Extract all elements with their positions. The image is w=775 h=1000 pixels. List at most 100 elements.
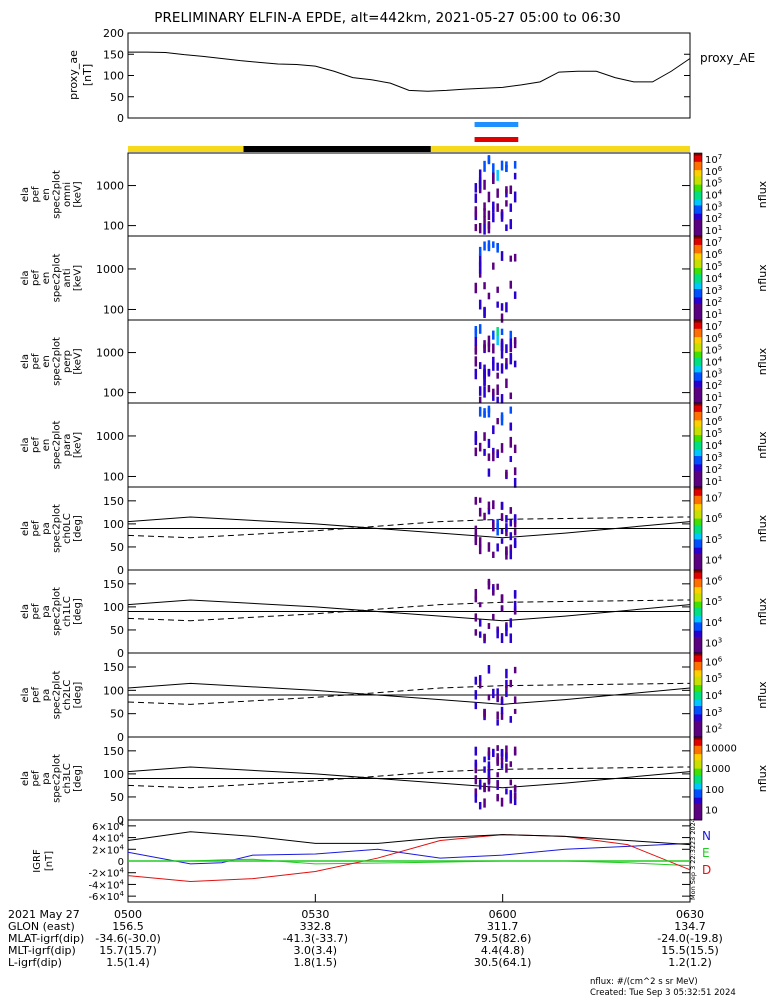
- colorbar-cell: [694, 332, 702, 336]
- spectrum-pixel: [483, 202, 486, 211]
- spectrum-pixel: [487, 368, 491, 375]
- spectrum-pixel: [513, 477, 517, 488]
- colorbar-tick-label: 106: [705, 512, 723, 525]
- colorbar-cell: [694, 400, 702, 404]
- axis-row-label: MLAT-igrf(dip): [8, 932, 84, 945]
- colorbar-cell: [694, 809, 702, 813]
- axis-row-value: 0630: [676, 908, 704, 921]
- colorbar-cell: [694, 265, 702, 268]
- colorbar-cell: [694, 155, 702, 158]
- panel-ylabel: [deg]: [73, 682, 84, 709]
- igrf-series-line: [127, 834, 691, 883]
- igrf-ytick-label: 2×104: [92, 843, 124, 856]
- pitch-pixel: [483, 708, 486, 719]
- spectrum-pixel: [483, 368, 486, 380]
- pitch-pixel: [513, 746, 517, 755]
- colorbar-cell: [694, 209, 702, 212]
- spectrum-pixel: [492, 388, 495, 397]
- pitch-pixel: [483, 512, 486, 521]
- pitch-ytick-label: 100: [103, 518, 124, 531]
- colorbar-cell: [694, 363, 702, 367]
- colorbar-cell: [694, 445, 702, 448]
- pitch-pixel: [496, 688, 499, 695]
- igrf-legend-D: D: [702, 863, 711, 877]
- spectrum-pixel: [513, 337, 517, 344]
- colorbar-cell: [694, 355, 702, 358]
- proxy-ae-right-label: proxy_AE: [700, 51, 755, 65]
- spectrum-pixel: [474, 447, 478, 457]
- colorbar-cell: [694, 236, 702, 239]
- colorbar-cell: [694, 520, 702, 523]
- colorbar-cell: [694, 336, 702, 340]
- spectrum-pixel: [474, 193, 478, 203]
- spectrum-pixel: [500, 313, 504, 323]
- loss-cone-dashed: [127, 599, 691, 622]
- colorbar-cell: [694, 301, 702, 304]
- spectrum-pixel: [492, 163, 495, 174]
- colorbar-cell: [694, 688, 702, 692]
- colorbar-cell: [694, 557, 702, 561]
- pitch-pixel: [487, 580, 491, 590]
- colorbar-cell: [694, 466, 702, 469]
- pitch-pixel: [513, 708, 517, 714]
- colorbar-cell: [694, 436, 702, 440]
- spectrum-pixel: [483, 208, 486, 218]
- colorbar-cell: [694, 430, 702, 433]
- pitch-pixel: [474, 588, 478, 599]
- colorbar-cell: [694, 646, 702, 650]
- pitch-pixel: [483, 633, 486, 642]
- colorbar-cell: [694, 476, 702, 480]
- spectrum-ytick-label: 100: [103, 303, 124, 316]
- spectrum-pixel: [505, 186, 508, 194]
- pitch-pixel: [513, 538, 517, 547]
- panel-ylabel: ela: [20, 771, 31, 786]
- colorbar: [693, 652, 703, 738]
- colorbar-cell: [694, 682, 702, 685]
- spectrum-pixel: [500, 363, 504, 374]
- pitch-pixel: [500, 757, 504, 765]
- loss-cone-solid: [127, 682, 691, 705]
- colorbar-cell: [694, 182, 702, 185]
- pitch-ytick-label: 50: [110, 791, 124, 804]
- colorbar-cell: [694, 776, 702, 779]
- pitch-pixel: [509, 618, 513, 628]
- panel-ylabel: pef: [31, 603, 42, 620]
- colorbar-cell: [694, 516, 702, 519]
- colorbar-cell: [694, 636, 702, 639]
- pitch-pixel: [509, 507, 513, 514]
- spectrum-pixel: [496, 418, 499, 425]
- pitch-pixel: [492, 748, 495, 758]
- colorbar-cell: [694, 378, 702, 381]
- colorbar-cell: [694, 580, 702, 583]
- colorbar-cell: [694, 555, 702, 559]
- colorbar-cell: [694, 459, 702, 463]
- panel-ylabel: spec2plot: [52, 421, 63, 470]
- colorbar-cell: [694, 659, 702, 662]
- colorbar-cell: [694, 267, 702, 271]
- panel-ylabel: en: [41, 188, 52, 201]
- pitch-pixel: [505, 763, 508, 773]
- colorbar-cell: [694, 184, 702, 187]
- colorbar-cell: [694, 607, 702, 610]
- colorbar-cell: [694, 419, 702, 423]
- colorbar-cell: [694, 194, 702, 198]
- colorbar-cell: [694, 254, 702, 258]
- spectrum-pixel: [487, 222, 491, 234]
- colorbar-cell: [694, 513, 702, 517]
- colorbar-cell: [694, 563, 702, 567]
- colorbar-cell: [694, 369, 702, 373]
- colorbar-cell: [694, 376, 702, 379]
- pitch-pixel: [487, 578, 491, 586]
- spectrum-ytick-label: 1000: [96, 263, 124, 276]
- pitch-pixel: [474, 525, 478, 536]
- colorbar-cell: [694, 505, 702, 509]
- colorbar-cell: [694, 386, 702, 389]
- colorbar: [693, 402, 703, 488]
- panel-ylabel: anti: [62, 268, 73, 287]
- panel-ylabel: pef: [31, 770, 42, 787]
- pitch-pixel: [509, 716, 513, 723]
- colorbar-cell: [694, 561, 702, 565]
- colorbar-cell: [694, 817, 702, 821]
- proxy-ae-yunit: [nT]: [81, 64, 94, 86]
- spectrum-pixel: [478, 442, 482, 452]
